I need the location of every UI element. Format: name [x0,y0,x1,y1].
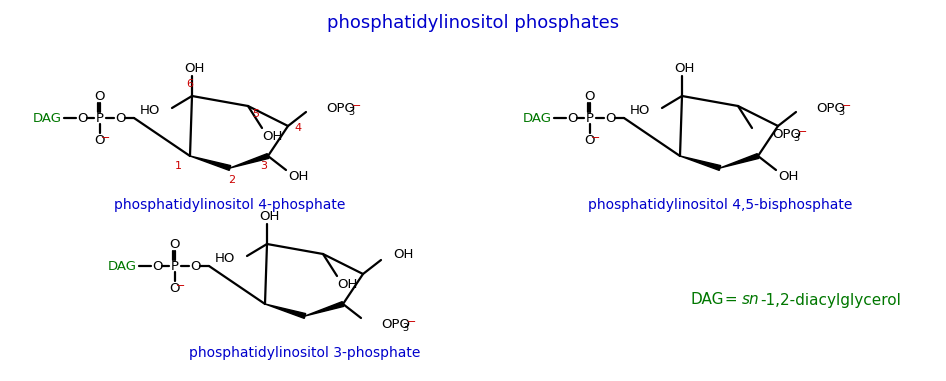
Text: O: O [584,133,594,147]
Text: phosphatidylinositol 3-phosphate: phosphatidylinositol 3-phosphate [189,346,421,360]
Text: HO: HO [215,251,235,264]
Text: 1: 1 [174,161,182,171]
Text: −: − [176,281,185,291]
Text: -1,2-diacylglycerol: -1,2-diacylglycerol [760,293,901,307]
Text: 2: 2 [228,175,236,185]
Text: P: P [96,112,104,125]
Text: O: O [94,133,104,147]
Polygon shape [305,302,343,316]
Text: OH: OH [337,277,358,290]
Text: OH: OH [288,170,308,182]
Text: OH: OH [259,210,279,223]
Text: O: O [114,112,125,125]
Text: sn: sn [742,293,760,307]
Text: DAG: DAG [690,293,724,307]
Text: OPO: OPO [772,128,801,141]
Text: −: − [352,101,361,111]
Text: P: P [586,112,594,125]
Polygon shape [190,156,231,170]
Text: O: O [584,91,594,104]
Text: =: = [720,293,743,307]
Text: OH: OH [674,61,694,75]
Polygon shape [265,304,306,319]
Text: 4: 4 [294,123,302,133]
Text: O: O [94,91,104,104]
Text: O: O [567,112,577,125]
Text: −: − [842,101,851,111]
Text: HO: HO [630,104,650,117]
Text: 3: 3 [793,133,799,143]
Text: O: O [168,239,179,251]
Text: phosphatidylinositol 4,5-bisphosphate: phosphatidylinositol 4,5-bisphosphate [587,198,852,212]
Text: −: − [591,133,601,143]
Text: O: O [604,112,615,125]
Text: OH: OH [778,170,798,182]
Text: 5: 5 [253,109,259,119]
Text: O: O [77,112,87,125]
Text: O: O [151,259,163,272]
Text: OH: OH [393,248,413,261]
Text: DAG: DAG [523,112,552,125]
Text: OPO: OPO [381,317,410,330]
Text: O: O [190,259,201,272]
Text: OH: OH [184,61,204,75]
Polygon shape [720,154,759,168]
Polygon shape [680,156,721,170]
Text: 6: 6 [186,79,194,89]
Text: 3: 3 [402,323,408,333]
Text: 3: 3 [348,107,354,117]
Text: 3: 3 [838,107,844,117]
Polygon shape [230,154,269,168]
Text: DAG: DAG [108,259,137,272]
Text: O: O [168,282,179,295]
Text: OPO: OPO [816,101,845,115]
Text: P: P [171,259,179,272]
Text: phosphatidylinositol 4-phosphate: phosphatidylinositol 4-phosphate [114,198,345,212]
Text: OPO: OPO [326,101,355,115]
Text: DAG: DAG [33,112,62,125]
Text: −: − [101,133,111,143]
Text: OH: OH [262,130,282,142]
Text: HO: HO [140,104,160,117]
Text: phosphatidylinositol phosphates: phosphatidylinositol phosphates [327,14,619,32]
Text: −: − [798,127,807,137]
Text: 3: 3 [260,161,268,171]
Text: −: − [407,317,416,327]
